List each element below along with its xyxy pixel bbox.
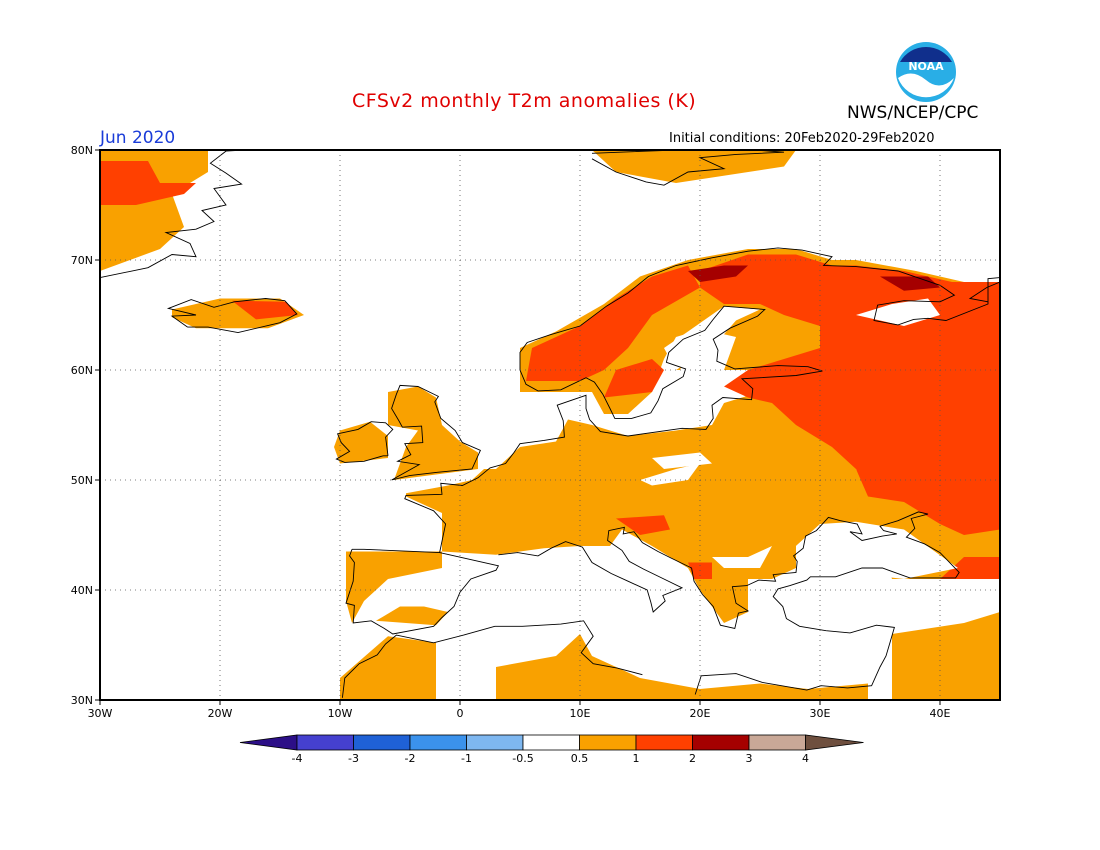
colorbar-boxes [239,734,864,751]
anomaly-region-iberia-s [376,606,448,626]
lat-tick-label: 60N [71,364,93,377]
anomaly-region-britain [388,386,478,480]
anomaly-region-greenland-core [100,161,196,205]
anomaly-region-alps-strong [616,515,670,535]
anomaly-region-finland-russia-strong [700,254,1000,535]
lat-tick-label: 40N [71,584,93,597]
neutral-region-sahara-gap [436,667,496,700]
coastline-novaya-coast [968,281,1000,303]
graticule-layer [100,150,1000,700]
colorbar-max-triangle [805,734,864,751]
neutral-region-baltic [628,331,736,425]
lon-tick-label: 20E [690,707,711,720]
lat-tick-label: 80N [71,144,93,157]
neutral-region-adriatic [616,546,688,590]
coastline-britain-coast [391,384,481,481]
lat-tick-label: 50N [71,474,93,487]
coastline-layer [100,150,1000,698]
coastline-ireland-coast [335,421,394,463]
anomaly-region-n-africa-e [496,634,868,700]
lon-tick-label: 30W [88,707,113,720]
colorbar-min-triangle [239,734,298,751]
anomaly-region-n-africa [340,636,436,700]
lon-tick-label: 40E [930,707,951,720]
agency-label: NWS/NCEP/CPC [847,103,979,123]
coastline-svalbard-coast [591,150,785,186]
axis-ticks: 30W 20W 10W 0 10E 20E 30E 40E 30N 40N 50N 60N 70N 80N [71,144,951,720]
anomaly-region-norway-strong [526,265,700,381]
neutral-region-black-sea [796,521,958,579]
neutral-region-anatolia-gap [844,601,940,623]
anomaly-region-lapland-hot [688,265,748,282]
colorbar-box [635,734,693,751]
forecast-month: Jun 2020 [100,128,176,148]
colorbar-box [353,734,411,751]
coastline-italy-coast [498,511,960,695]
coastline-africa-coast [341,620,643,698]
anomaly-region-levant [892,612,1000,700]
colorbar-label: -3 [348,752,359,765]
colorbar-label: 4 [802,752,809,765]
map-frame [99,149,1001,701]
neutral-region-gulf-bothnia [664,306,760,370]
lon-tick-label: 10E [570,707,591,720]
lon-tick-label: 30E [810,707,831,720]
colorbar-label: -0.5 [512,752,533,765]
lat-tick-label: 30N [71,694,93,707]
colorbar-box [466,734,524,751]
colorbar-label: -1 [461,752,472,765]
noaa-logo: NOAA [896,42,956,102]
colorbar-labels: -4 -3 -2 -1 -0.5 0.5 1 2 3 4 [292,752,809,765]
anomaly-region-sweden-south-strong [604,359,664,398]
neutral-region-tyrrhenian [568,546,652,612]
colorbar-label: 2 [689,752,696,765]
anomaly-region-svalbard [592,150,796,183]
coastline-greenland-coast [100,150,245,279]
neutral-region-balkan-gap [712,546,772,568]
colorbar-box [522,734,580,751]
colorbar-label: 0.5 [571,752,589,765]
anomaly-fill-layer [100,150,1000,700]
lon-tick-label: 20W [208,707,233,720]
neutral-region-poland-gap [652,452,712,469]
coastline-france-coast [404,247,1000,553]
colorbar-box [692,734,750,751]
lat-tick-label: 70N [71,254,93,267]
colorbar-label: 1 [633,752,640,765]
chart-title: CFSv2 monthly T2m anomalies (K) [352,90,697,112]
colorbar-label: -2 [405,752,416,765]
initial-conditions: Initial conditions: 20Feb2020-29Feb2020 [669,131,935,146]
anomaly-region-iberia-w [346,551,442,623]
colorbar-box [296,734,354,751]
coastline-iberia-coast [345,548,500,635]
colorbar-box [409,734,467,751]
noaa-logo-text: NOAA [908,60,944,73]
colorbar-box [579,734,637,751]
anomaly-region-caucasus-strong [940,557,1000,579]
colorbar-label: -4 [292,752,303,765]
colorbar-label: 3 [746,752,753,765]
neutral-region-iberia-gap [412,579,442,601]
colorbar-box [748,734,806,751]
lon-tick-label: 10W [328,707,353,720]
anomaly-region-iceland-east [232,300,298,320]
lon-tick-label: 0 [457,707,464,720]
coastline-iceland-coast [166,298,298,334]
